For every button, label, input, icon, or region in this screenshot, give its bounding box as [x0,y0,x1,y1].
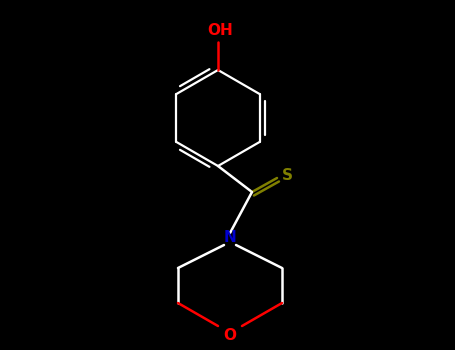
Text: S: S [282,168,293,182]
Text: N: N [223,231,237,245]
Text: OH: OH [207,23,233,38]
Text: O: O [223,328,237,343]
